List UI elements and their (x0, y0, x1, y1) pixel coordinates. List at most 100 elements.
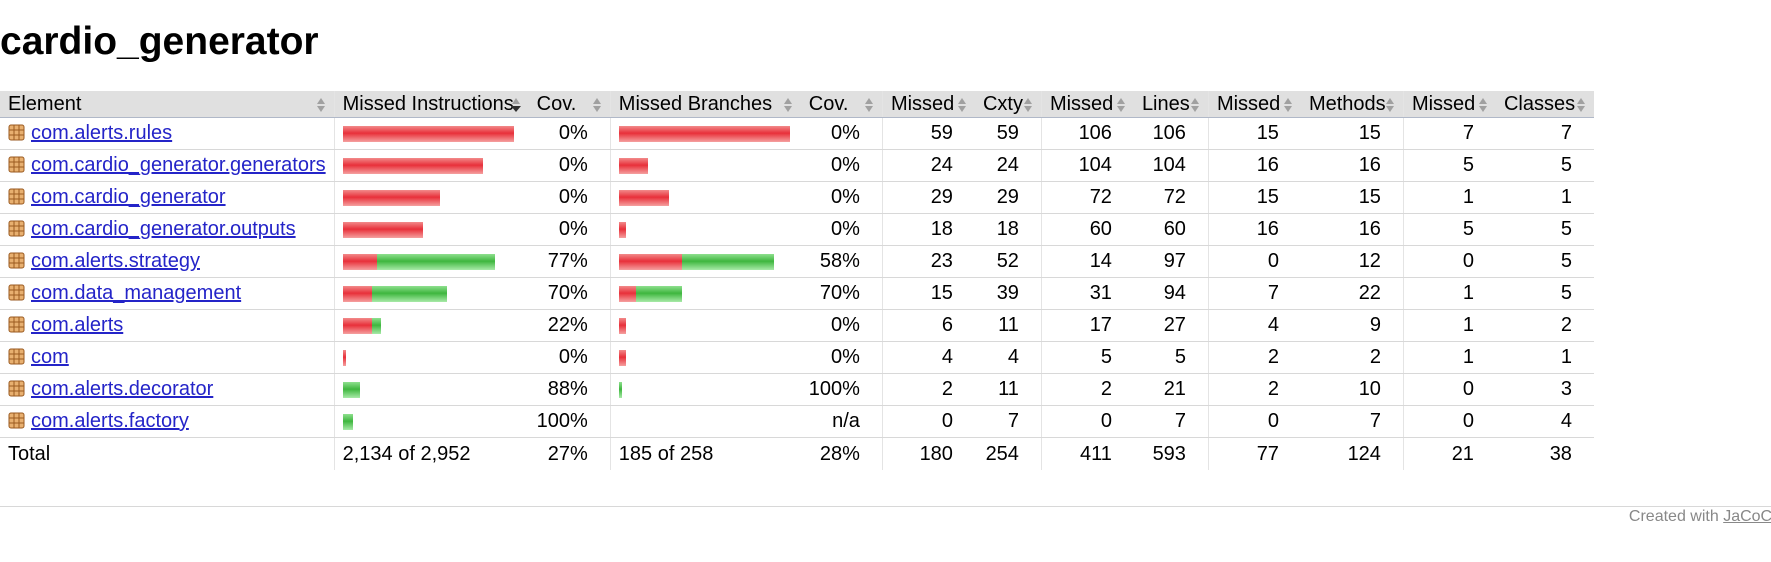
package-link[interactable]: com.alerts.factory (31, 410, 189, 432)
missed-cxty-value: 2 (941, 378, 953, 400)
missed-methods-value: 2 (1267, 378, 1279, 400)
package-link[interactable]: com.cardio_generator (31, 186, 226, 208)
header-missed-lines[interactable]: Missed (1040, 91, 1134, 118)
missed-bar (618, 317, 626, 334)
branches-bar-cell (609, 181, 801, 214)
header-cxty-label: Cxty (982, 92, 1023, 115)
instructions-cov: 88% (528, 373, 611, 406)
lines: 7 (1133, 405, 1209, 438)
lines-value: 104 (1152, 154, 1186, 176)
methods-value: 22 (1358, 282, 1381, 304)
methods-value: 9 (1369, 314, 1381, 336)
header-missed-cxty[interactable]: Missed (881, 91, 975, 118)
header-missed-classes[interactable]: Missed (1402, 91, 1496, 118)
package-link[interactable]: com.alerts.decorator (31, 378, 214, 400)
header-lines[interactable]: Lines (1133, 91, 1209, 118)
instructions-coverage-bar (342, 381, 521, 398)
branches-cov: 0% (800, 341, 883, 374)
header-cxty[interactable]: Cxty (974, 91, 1042, 118)
cxty-value: 11 (998, 314, 1019, 336)
instructions-cov-value: 100% (536, 410, 588, 432)
missed-classes: 1 (1402, 309, 1496, 342)
cxty-value: 11 (998, 378, 1019, 400)
cxty-value: 52 (996, 250, 1019, 272)
package-link[interactable]: com.cardio_generator.generators (31, 154, 326, 176)
classes: 5 (1495, 277, 1594, 310)
header-missed-methods[interactable]: Missed (1207, 91, 1301, 118)
table-row: com.cardio_generator 0% 0% 29 29 72 72 15 15 1 1 (0, 181, 1594, 214)
lines-value: 60 (1163, 218, 1186, 240)
missed-cxty-value: 59 (930, 122, 953, 144)
total-instructions-cov: 27% (547, 442, 588, 465)
total-missed-classes: 21 (1402, 437, 1496, 470)
missed-methods: 4 (1207, 309, 1301, 342)
header-instructions-cov[interactable]: Cov. (528, 91, 611, 118)
table-row: com 0% 0% 4 4 5 5 2 2 1 1 (0, 341, 1594, 374)
branches-coverage-bar (618, 189, 793, 206)
methods: 15 (1300, 117, 1404, 150)
missed-bar (618, 285, 636, 302)
missed-classes-value: 0 (1462, 378, 1474, 400)
missed-classes: 0 (1402, 245, 1496, 278)
instructions-bar-cell (333, 309, 529, 342)
header-classes[interactable]: Classes (1495, 91, 1594, 118)
package-link[interactable]: com.cardio_generator.outputs (31, 218, 296, 240)
footer-jacoco-link[interactable]: JaCoCo (1723, 508, 1771, 525)
header-branches-cov[interactable]: Cov. (800, 91, 883, 118)
classes: 3 (1495, 373, 1594, 406)
branches-cov: 70% (800, 277, 883, 310)
package-link[interactable]: com.alerts.rules (31, 122, 173, 144)
branches-cov-value: 0% (831, 218, 860, 240)
coverage-table: Element Missed Instructions Cov. Missed … (0, 91, 1594, 470)
missed-bar (618, 253, 682, 270)
missed-lines: 104 (1040, 149, 1134, 182)
header-element[interactable]: Element (0, 91, 335, 118)
missed-classes: 5 (1402, 213, 1496, 246)
sort-icon (1478, 98, 1487, 112)
missed-lines: 106 (1040, 117, 1134, 150)
header-classes-label: Classes (1503, 92, 1576, 115)
header-missed-instructions[interactable]: Missed Instructions (333, 91, 529, 118)
table-row: com.data_management 70% 70% 15 39 31 94 7 22 1 5 (0, 277, 1594, 310)
instructions-bar-cell (333, 405, 529, 438)
branches-cov-value: 0% (831, 346, 860, 368)
classes-value: 5 (1560, 154, 1572, 176)
header-instructions-cov-label: Cov. (536, 92, 577, 115)
table-row: com.alerts.factory 100% n/a 0 7 0 7 0 7 0 4 (0, 405, 1594, 438)
branches-coverage-bar (618, 317, 793, 334)
lines-value: 5 (1174, 346, 1186, 368)
missed-methods-value: 16 (1256, 154, 1279, 176)
instructions-cov: 77% (528, 245, 611, 278)
methods: 10 (1300, 373, 1404, 406)
element-cell: com.alerts.rules (0, 117, 335, 150)
missed-cxty-value: 0 (941, 410, 953, 432)
branches-cov: 0% (800, 213, 883, 246)
header-methods[interactable]: Methods (1300, 91, 1404, 118)
total-missed-methods: 77 (1207, 437, 1301, 470)
package-link[interactable]: com.data_management (31, 282, 242, 304)
lines: 60 (1133, 213, 1209, 246)
missed-bar (342, 285, 372, 302)
missed-bar (342, 253, 377, 270)
package-link[interactable]: com.alerts.strategy (31, 250, 200, 272)
instructions-bar-cell (333, 117, 529, 150)
instructions-cov-value: 0% (558, 346, 588, 368)
classes-value: 5 (1560, 250, 1572, 272)
missed-cxty: 4 (881, 341, 975, 374)
classes-value: 1 (1560, 186, 1572, 208)
package-link[interactable]: com (31, 346, 69, 368)
lines: 94 (1133, 277, 1209, 310)
methods-value: 12 (1358, 250, 1381, 272)
instructions-coverage-bar (342, 221, 521, 238)
methods-value: 2 (1369, 346, 1381, 368)
lines-value: 7 (1174, 410, 1186, 432)
sort-icon (316, 98, 325, 112)
branches-bar-cell (609, 213, 801, 246)
header-missed-branches[interactable]: Missed Branches (609, 91, 801, 118)
package-link[interactable]: com.alerts (31, 314, 124, 336)
missed-classes: 1 (1402, 181, 1496, 214)
sort-icon (864, 98, 873, 112)
page-title: cardio_generator (0, 20, 319, 63)
element-cell: com (0, 341, 335, 374)
instructions-bar-cell (333, 277, 529, 310)
